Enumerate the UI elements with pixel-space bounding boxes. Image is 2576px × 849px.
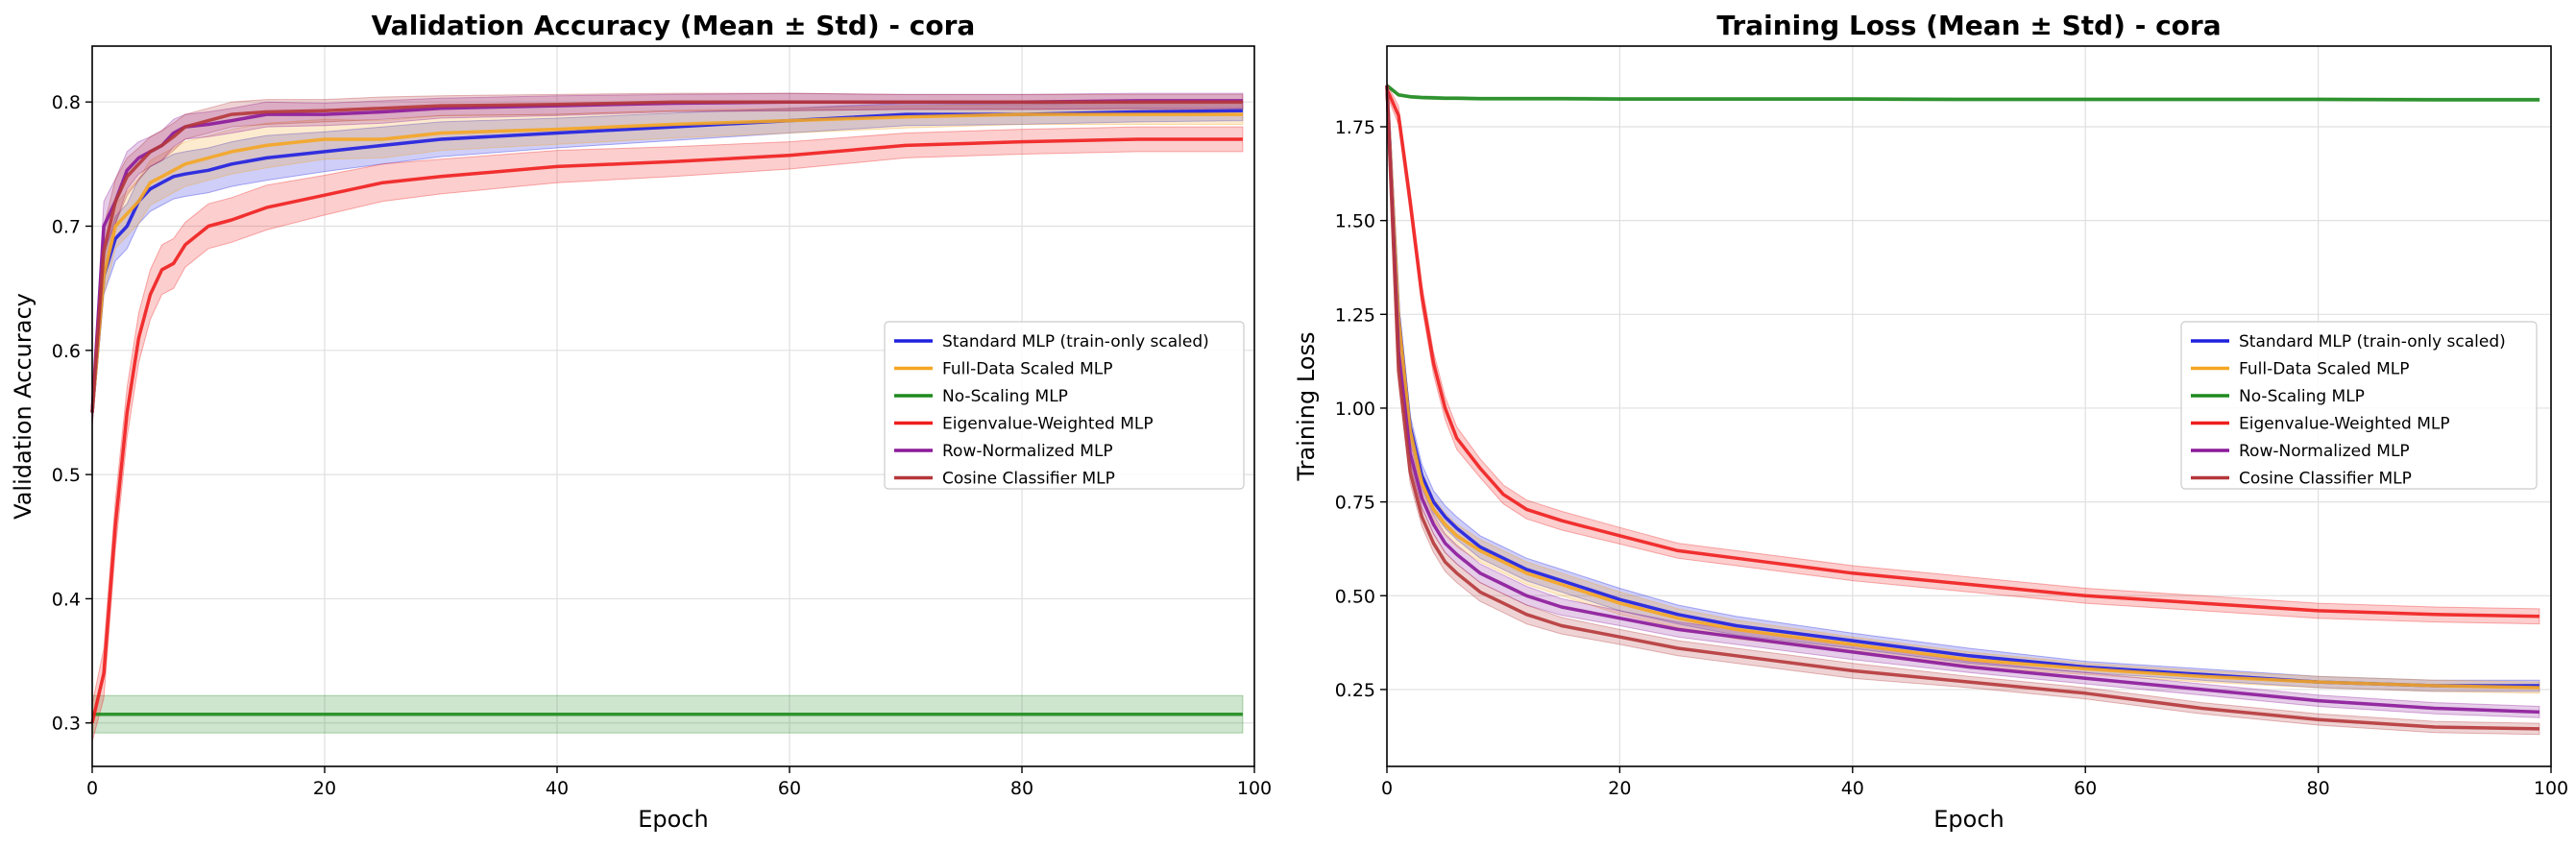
y-tick-label: 0.50 [1335, 586, 1375, 607]
legend-label: No-Scaling MLP [942, 387, 1068, 406]
legend-label: Full-Data Scaled MLP [942, 360, 1113, 379]
y-axis-label: Validation Accuracy [10, 293, 36, 520]
chart-panel-2: 0 20 40 60 80 100 0.25 0.50 0.75 1.00 1.25 1.50 1.75… [1293, 10, 2568, 833]
chart-panel-1: 0 20 40 60 80 100 0.3 0.4 0.5 0.6 0.7 0.8 Validation… [10, 10, 1272, 833]
chart-title: Training Loss (Mean ± Std) - cora [1716, 10, 2221, 41]
legend-label: Standard MLP (train-only scaled) [2239, 332, 2506, 352]
y-tick-label: 1.00 [1335, 399, 1375, 420]
y-axis-label: Training Loss [1293, 332, 1320, 482]
y-tick-label: 0.6 [52, 341, 81, 362]
legend-label: Eigenvalue-Weighted MLP [942, 415, 1154, 434]
legend: Standard MLP (train-only scaled) Full-Dat… [884, 321, 1245, 490]
x-tick-label: 40 [1841, 778, 1864, 799]
legend-label: Standard MLP (train-only scaled) [942, 332, 1209, 352]
x-tick-label: 100 [2534, 778, 2568, 799]
x-tick-label: 40 [546, 778, 569, 799]
y-tick-label: 1.75 [1335, 117, 1375, 138]
y-tick-label: 0.4 [52, 589, 81, 610]
x-tick-label: 80 [1010, 778, 1033, 799]
std-band-eigenvalue-weighted-mlp [91, 126, 1244, 742]
series-line-row-normalized-mlp [1385, 85, 2540, 715]
legend-box [2180, 321, 2538, 490]
std-band-cosine-classifier-mlp [91, 92, 1244, 425]
y-tick-label: 0.7 [52, 217, 81, 238]
legend-label: Cosine Classifier MLP [942, 470, 1115, 489]
x-tick-label: 100 [1237, 778, 1272, 799]
series-line-eigenvalue-weighted-mlp [90, 137, 1243, 724]
legend-label: Row-Normalized MLP [942, 442, 1113, 461]
std-band-full-data-scaled-mlp [91, 104, 1244, 425]
chart-title: Validation Accuracy (Mean ± Std) - cora [372, 10, 976, 41]
legend-label: Cosine Classifier MLP [2239, 470, 2412, 489]
series-line-eigenvalue-weighted-mlp [1385, 88, 2540, 619]
std-band-standard-mlp-train-only-scaled [1386, 82, 2540, 692]
series-line-standard-mlp-train-only-scaled [1385, 85, 2540, 688]
x-tick-label: 60 [2074, 778, 2097, 799]
legend-label: Row-Normalized MLP [2239, 442, 2410, 461]
plot-frame [91, 45, 1255, 767]
y-tick-label: 1.50 [1335, 211, 1375, 232]
legend-box [884, 321, 1245, 490]
y-tick-label: 0.5 [52, 465, 81, 486]
y-tick-label: 0.75 [1335, 493, 1375, 514]
legend-label: No-Scaling MLP [2239, 387, 2365, 406]
std-band-full-data-scaled-mlp [1386, 82, 2540, 694]
x-tick-label: 20 [313, 778, 336, 799]
series-line-no-scaling-mlp [1385, 84, 2540, 102]
series-line-cosine-classifier-mlp [90, 100, 1243, 413]
x-tick-label: 0 [1381, 778, 1393, 799]
series-line-cosine-classifier-mlp [1385, 85, 2540, 731]
series-line-full-data-scaled-mlp [1385, 85, 2540, 690]
series-line-full-data-scaled-mlp [90, 112, 1243, 413]
legend-label: Eigenvalue-Weighted MLP [2239, 415, 2450, 434]
y-tick-label: 1.25 [1335, 304, 1375, 326]
y-tick-label: 0.3 [52, 714, 81, 735]
std-band-standard-mlp-train-only-scaled [91, 100, 1244, 425]
legend: Standard MLP (train-only scaled) Full-Dat… [2180, 321, 2538, 490]
y-tick-label: 0.8 [52, 92, 81, 113]
std-band-row-normalized-mlp [91, 92, 1244, 425]
std-band-row-normalized-mlp [1386, 82, 2540, 718]
x-tick-label: 80 [2307, 778, 2330, 799]
std-band-eigenvalue-weighted-mlp [1386, 83, 2540, 625]
x-tick-label: 0 [86, 778, 98, 799]
y-tick-label: 0.25 [1335, 680, 1375, 701]
x-tick-label: 60 [778, 778, 801, 799]
x-axis-label: Epoch [1933, 806, 2005, 833]
legend-label: Full-Data Scaled MLP [2239, 360, 2410, 379]
std-band-cosine-classifier-mlp [1386, 82, 2540, 736]
plot-frame [1386, 45, 2552, 767]
x-axis-label: Epoch [638, 806, 709, 833]
x-tick-label: 20 [1608, 778, 1631, 799]
